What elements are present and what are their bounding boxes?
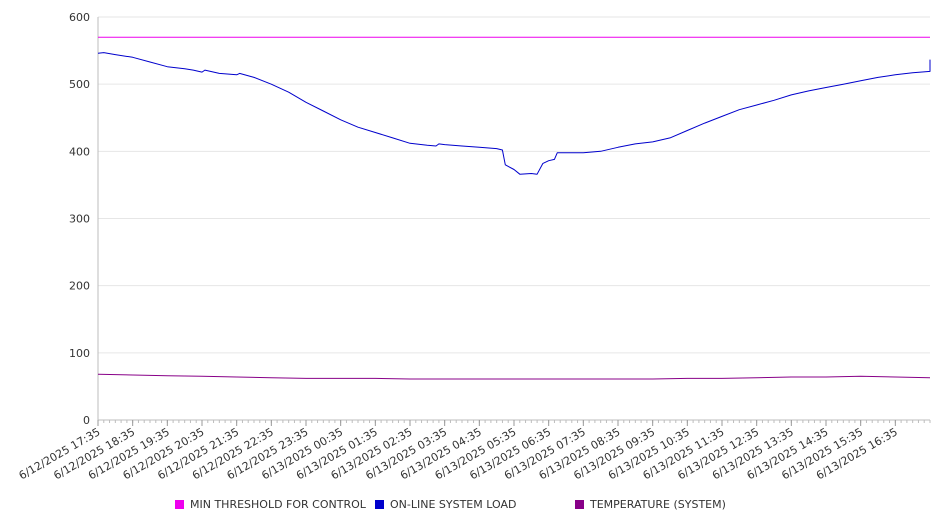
y-tick-label: 100 <box>69 347 90 360</box>
gridlines <box>98 16 930 354</box>
legend-swatch-online-system-load <box>375 500 384 509</box>
y-tick-label: 500 <box>69 78 90 91</box>
legend-label-min-threshold: MIN THRESHOLD FOR CONTROL <box>190 498 366 511</box>
legend-label-online-system-load: ON-LINE SYSTEM LOAD <box>390 498 517 511</box>
legend: MIN THRESHOLD FOR CONTROL ON-LINE SYSTEM… <box>0 498 946 514</box>
legend-label-temperature: TEMPERATURE (SYSTEM) <box>590 498 726 511</box>
x-axis-ticks: 6/12/2025 17:356/12/2025 18:356/12/2025 … <box>17 420 900 482</box>
temperature-line <box>97 373 931 380</box>
legend-swatch-min-threshold <box>175 500 184 509</box>
y-tick-label: 0 <box>83 414 90 427</box>
y-axis-ticks: 0 100 200 300 400 500 600 <box>69 11 90 427</box>
legend-item-min-threshold[interactable]: MIN THRESHOLD FOR CONTROL <box>175 498 366 511</box>
series-lines <box>97 36 931 380</box>
online-system-load-line <box>97 52 931 175</box>
y-tick-label: 400 <box>69 145 90 158</box>
legend-swatch-temperature <box>575 500 584 509</box>
axes <box>97 17 931 423</box>
y-tick-label: 600 <box>69 11 90 24</box>
y-tick-label: 300 <box>69 213 90 226</box>
y-tick-label: 200 <box>69 280 90 293</box>
legend-item-online-system-load[interactable]: ON-LINE SYSTEM LOAD <box>375 498 516 511</box>
legend-item-temperature[interactable]: TEMPERATURE (SYSTEM) <box>575 498 726 511</box>
